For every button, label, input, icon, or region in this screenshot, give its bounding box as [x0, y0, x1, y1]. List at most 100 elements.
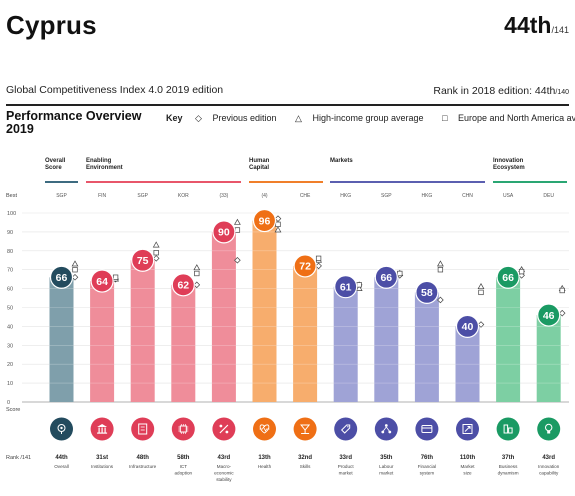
- score-value: 66: [380, 272, 392, 284]
- group-label-enabling: Enabling Environment: [86, 158, 123, 172]
- expand-icon: [462, 424, 473, 434]
- rank-label: 58th: [177, 455, 190, 461]
- rank-2018: Rank in 2018 edition: 44th/140: [433, 85, 569, 97]
- group-label-human: Human Capital: [249, 158, 269, 172]
- score-value: 58: [421, 287, 433, 299]
- score-circle: [131, 248, 155, 272]
- overall-rank-total: /141: [551, 25, 569, 35]
- group-line-overall: [45, 181, 78, 183]
- category-label: dynamism: [498, 471, 519, 476]
- rank-2018-total: /140: [555, 89, 569, 96]
- previous-edition-marker: [234, 256, 241, 264]
- credit-card-icon: [421, 425, 433, 433]
- score-bar: [211, 231, 236, 402]
- best-label: (4): [261, 193, 267, 199]
- high-income-marker: [71, 260, 79, 267]
- y-tick-label: 40: [7, 324, 13, 330]
- pillar-icon-circle: [131, 417, 155, 441]
- edition-title: Global Competitiveness Index 4.0 2019 ed…: [6, 84, 224, 96]
- lightbulb-icon: [545, 423, 553, 434]
- score-value: 96: [259, 215, 271, 227]
- category-label: Market: [460, 464, 475, 469]
- y-tick-label: 70: [7, 268, 13, 274]
- percent-icon: [219, 424, 229, 434]
- category-label: Product: [338, 464, 355, 469]
- europe-average-marker: [478, 289, 484, 296]
- institution-icon: [97, 424, 108, 434]
- category-label: adoption: [174, 471, 192, 476]
- pillar-icon-circle: [374, 417, 398, 441]
- y-tick-label: 0: [7, 400, 10, 406]
- category-label: Labour: [379, 464, 394, 469]
- europe-average-marker: [153, 250, 159, 256]
- legend-previous: ◇ Previous edition: [195, 113, 284, 123]
- high-income-marker: [477, 282, 485, 290]
- rank-label: 32nd: [298, 455, 312, 461]
- best-label: CHE: [300, 193, 311, 199]
- y-tick-label: 80: [7, 249, 13, 255]
- high-income-marker: [355, 284, 363, 291]
- triangle-icon: △: [295, 113, 302, 123]
- europe-average-marker: [356, 282, 362, 288]
- chart-legend: Key ◇ Previous edition △ High-income gro…: [166, 113, 575, 124]
- markers-layer: [71, 215, 566, 328]
- legend-key-label: Key: [166, 113, 183, 123]
- rank-label: 48th: [137, 455, 150, 461]
- group-line-innovation: [493, 181, 567, 183]
- category-label: system: [420, 471, 435, 476]
- score-bar: [496, 277, 521, 402]
- score-bar: [455, 326, 480, 402]
- europe-average-marker: [194, 270, 200, 277]
- y-tick-label: 60: [7, 287, 13, 293]
- europe-average-marker: [559, 287, 565, 294]
- business-dynamism-icon: [503, 424, 513, 434]
- country-name: Cyprus: [6, 10, 97, 40]
- previous-edition-marker: [477, 321, 485, 328]
- rank-label: 33rd: [339, 455, 352, 461]
- score-circle: [252, 208, 277, 233]
- rank-label: 35th: [380, 455, 393, 461]
- europe-average-marker: [437, 267, 444, 273]
- score-bar: [130, 260, 155, 402]
- pillar-icon-circle: [293, 417, 317, 441]
- group-innovation-line1: Innovation: [493, 158, 524, 164]
- category-label: economic: [214, 471, 234, 476]
- score-circle: [293, 254, 317, 278]
- y-tick-label: 100: [7, 211, 16, 217]
- score-value: 46: [543, 310, 555, 322]
- high-income-marker: [274, 226, 282, 233]
- bars-layer: [49, 220, 561, 402]
- score-circle: [212, 220, 236, 244]
- square-icon: □: [442, 113, 448, 123]
- category-label: Health: [258, 464, 272, 469]
- score-bar: [90, 281, 115, 402]
- price-tag-icon: [340, 424, 351, 434]
- previous-edition-marker: [315, 262, 322, 270]
- score-circle: [537, 303, 561, 327]
- legend-high-income: △ High-income group average: [295, 113, 432, 123]
- legend-europe-label: Europe and North America average: [458, 113, 575, 123]
- category-label: Financial: [418, 464, 436, 469]
- best-label: KOR: [178, 193, 189, 199]
- score-circle: [415, 280, 439, 304]
- pillar-icon-circle: [171, 417, 195, 441]
- score-value: 75: [137, 255, 149, 267]
- score-value: 66: [56, 272, 68, 284]
- category-label: ICT: [180, 464, 188, 469]
- legend-previous-label: Previous edition: [212, 113, 277, 123]
- rank-label: 31st: [96, 455, 108, 461]
- rank-label: 37th: [502, 455, 515, 461]
- header-rule: [6, 104, 569, 106]
- y-tick-label: 50: [7, 306, 13, 312]
- best-label: CHN: [462, 193, 473, 199]
- group-label-overall: Overall Score: [45, 158, 65, 172]
- rank-label: 44th: [55, 455, 68, 461]
- group-human-line2: Capital: [249, 165, 270, 171]
- best-label: (33): [219, 193, 228, 199]
- score-circle: [90, 269, 114, 293]
- overall-rank-value: 44th: [504, 12, 552, 38]
- legend-europe: □ Europe and North America average: [442, 113, 575, 123]
- europe-average-marker: [518, 268, 525, 275]
- infrastructure-icon: [138, 423, 148, 435]
- previous-edition-marker: [558, 309, 566, 317]
